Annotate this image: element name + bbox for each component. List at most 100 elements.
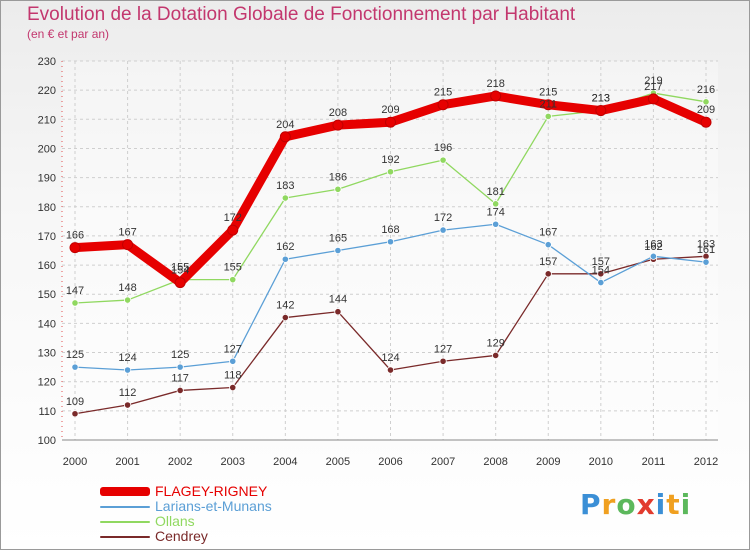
data-label: 213 <box>592 93 610 105</box>
x-tick-label: 2011 <box>642 456 666 468</box>
data-label: 127 <box>224 343 242 355</box>
data-label: 112 <box>119 387 137 399</box>
x-tick-label: 2002 <box>168 456 192 468</box>
data-label: 219 <box>644 75 662 87</box>
x-tick-label: 2001 <box>115 456 139 468</box>
data-label: 213 <box>592 93 610 105</box>
data-label: 124 <box>381 352 399 364</box>
data-label: 183 <box>276 180 294 192</box>
x-tick-label: 2009 <box>536 456 560 468</box>
data-label: 168 <box>381 224 399 236</box>
data-point <box>439 226 447 234</box>
data-label: 167 <box>539 227 557 239</box>
data-label: 154 <box>592 265 610 277</box>
data-point <box>386 168 395 176</box>
data-label: 217 <box>644 81 662 93</box>
data-label: 216 <box>697 84 715 96</box>
x-tick-label: 2003 <box>221 456 245 468</box>
x-tick-label: 2010 <box>589 456 613 468</box>
y-tick-label: 160 <box>38 260 56 272</box>
logo-letter: t <box>666 488 681 521</box>
data-label: 142 <box>276 300 294 312</box>
data-label: 162 <box>644 241 662 253</box>
data-point <box>71 299 79 307</box>
data-label: 148 <box>118 282 136 294</box>
data-label: 209 <box>697 104 715 116</box>
data-point <box>281 313 289 322</box>
y-tick-label: 180 <box>38 202 56 214</box>
data-point <box>71 363 79 371</box>
logo-letter: i <box>680 488 692 521</box>
data-label: 117 <box>171 372 189 384</box>
data-point <box>439 156 447 164</box>
data-point <box>595 105 607 117</box>
data-label: 211 <box>539 98 557 110</box>
data-point <box>71 410 79 418</box>
legend-item-larians-et-munans: Larians-et-Munans <box>100 498 360 514</box>
data-point <box>123 296 132 304</box>
data-point <box>647 93 659 105</box>
y-tick-label: 120 <box>38 377 56 389</box>
data-point <box>176 363 184 371</box>
data-point <box>123 366 132 374</box>
data-label: 125 <box>66 349 84 361</box>
data-label: 118 <box>224 370 242 382</box>
data-label: 144 <box>329 294 347 306</box>
y-tick-label: 130 <box>38 348 56 360</box>
data-label: 167 <box>118 227 136 239</box>
logo-letter: o <box>616 488 637 521</box>
legend-swatch <box>100 536 150 538</box>
data-point <box>386 366 395 374</box>
x-tick-label: 2008 <box>483 456 507 468</box>
data-point <box>229 276 237 284</box>
legend-swatch <box>100 521 150 523</box>
data-label: 174 <box>486 206 504 218</box>
data-point <box>386 238 395 246</box>
x-tick-label: 2007 <box>431 456 455 468</box>
legend-label: Cendrey <box>155 528 208 544</box>
y-tick-label: 210 <box>38 114 56 126</box>
data-point <box>281 194 289 202</box>
data-point <box>385 116 396 128</box>
data-point <box>702 258 710 266</box>
y-tick-label: 200 <box>38 143 56 155</box>
data-label: 161 <box>697 244 715 256</box>
data-point <box>597 278 605 287</box>
data-point <box>229 383 237 392</box>
data-point <box>544 241 552 249</box>
y-tick-label: 220 <box>38 85 56 97</box>
logo-letter: P <box>580 488 602 521</box>
data-label: 155 <box>224 262 242 274</box>
data-point <box>492 351 500 360</box>
data-point <box>597 270 605 278</box>
data-label: 215 <box>434 87 452 99</box>
data-point <box>649 252 658 260</box>
data-point <box>702 98 710 106</box>
data-point <box>544 270 552 278</box>
data-label: 109 <box>66 396 84 408</box>
data-label: 165 <box>329 233 347 245</box>
data-label: 209 <box>381 104 399 116</box>
data-label: 181 <box>486 186 504 198</box>
legend-label: Larians-et-Munans <box>155 498 272 514</box>
x-tick-label: 2004 <box>273 456 297 468</box>
legend-item-cendrey: Cendrey <box>100 528 360 544</box>
logo-letter: r <box>601 488 617 521</box>
data-point <box>437 99 449 111</box>
data-label: 154 <box>171 265 189 277</box>
data-point <box>542 99 554 111</box>
data-label: 155 <box>171 262 189 274</box>
data-label: 129 <box>486 337 504 349</box>
x-tick-label: 2000 <box>63 456 87 468</box>
logo-letter: i <box>655 488 667 521</box>
data-label: 125 <box>171 349 189 361</box>
data-point <box>123 401 132 409</box>
data-label: 218 <box>486 78 504 90</box>
y-tick-label: 100 <box>38 435 56 447</box>
data-label: 204 <box>276 119 294 131</box>
data-label: 147 <box>66 285 84 297</box>
data-label: 172 <box>434 212 452 224</box>
data-point <box>332 119 344 131</box>
x-tick-label: 2006 <box>378 456 402 468</box>
